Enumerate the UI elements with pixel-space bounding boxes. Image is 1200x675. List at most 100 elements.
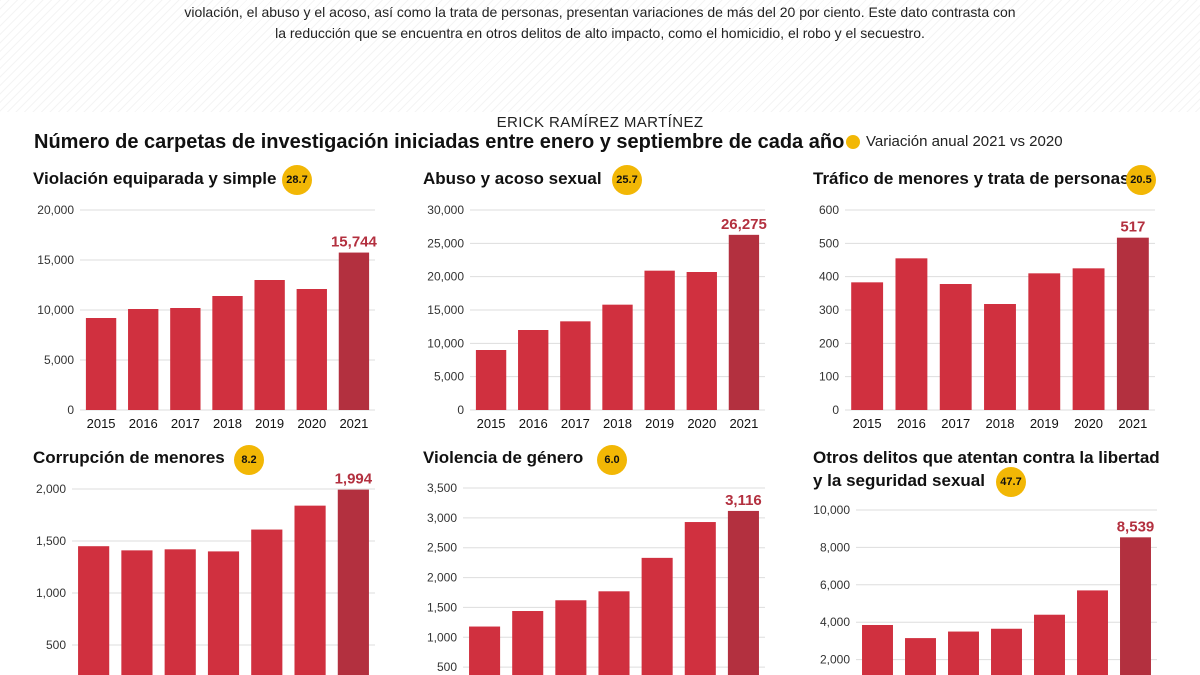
- bar-violacion-2015: [85, 318, 117, 410]
- bar-abuso-2016: [518, 330, 549, 410]
- x-tick-label-abuso: 2019: [645, 416, 674, 431]
- y-tick-label-violacion: 10,000: [37, 303, 74, 317]
- y-tick-label-abuso: 15,000: [427, 303, 464, 317]
- variation-badge-violencia: 6.0: [597, 445, 627, 475]
- chart-title-violacion: Violación equiparada y simple: [33, 169, 277, 188]
- bar-corrupcion-2021: [337, 489, 369, 675]
- bar-violacion-2021: [338, 252, 370, 410]
- y-tick-label-otros: 4,000: [820, 615, 850, 629]
- bar-abuso-2021: [728, 234, 760, 410]
- bar-violencia-2020: [684, 522, 716, 675]
- bar-trafico-2017: [939, 284, 972, 410]
- bar-otros-2020: [1077, 590, 1108, 675]
- y-tick-label-abuso: 30,000: [427, 203, 464, 217]
- x-tick-label-abuso: 2021: [729, 416, 758, 431]
- y-tick-label-violencia: 1,000: [427, 630, 457, 644]
- y-tick-label-corrupcion: 2,000: [36, 482, 66, 496]
- legend-dot-icon: [846, 134, 860, 149]
- x-tick-label-trafico: 2019: [1030, 416, 1059, 431]
- y-tick-label-violacion: 5,000: [44, 353, 74, 367]
- bar-corrupcion-2017: [164, 549, 196, 675]
- y-tick-label-violencia: 3,500: [427, 481, 457, 495]
- y-tick-label-violacion: 0: [67, 403, 74, 417]
- x-tick-label-abuso: 2016: [519, 416, 548, 431]
- x-tick-label-violacion: 2021: [339, 416, 368, 431]
- bar-trafico-2016: [895, 258, 928, 410]
- x-tick-label-trafico: 2020: [1074, 416, 1103, 431]
- x-tick-label-violacion: 2019: [255, 416, 284, 431]
- y-tick-label-trafico: 100: [819, 370, 839, 384]
- y-tick-label-otros: 2,000: [820, 653, 850, 667]
- x-tick-label-trafico: 2015: [853, 416, 882, 431]
- x-tick-label-trafico: 2018: [986, 416, 1015, 431]
- y-tick-label-trafico: 200: [819, 336, 839, 350]
- variation-badge-abuso: 25.7: [612, 165, 642, 195]
- bar-otros-2021: [1120, 537, 1151, 675]
- bar-violacion-2018: [212, 296, 243, 410]
- bar-violencia-2017: [555, 600, 587, 675]
- bar-abuso-2020: [686, 272, 717, 410]
- variation-badge-corrupcion: 8.2: [234, 445, 264, 475]
- data-label-trafico: 517: [1120, 219, 1145, 236]
- x-tick-label-trafico: 2017: [941, 416, 970, 431]
- legend-label: Variación anual 2021 vs 2020: [866, 133, 1063, 150]
- y-tick-label-abuso: 20,000: [427, 270, 464, 284]
- bar-corrupcion-2020: [294, 505, 326, 675]
- legend: Variación anual 2021 vs 2020: [846, 133, 1063, 150]
- variation-badge-otros: 47.7: [996, 467, 1026, 497]
- bar-corrupcion-2019: [251, 529, 283, 675]
- data-label-corrupcion: 1,994: [335, 471, 373, 488]
- x-tick-label-violacion: 2015: [87, 416, 116, 431]
- bar-violacion-2017: [170, 308, 201, 410]
- bar-violencia-2019: [641, 557, 673, 675]
- x-tick-label-violacion: 2016: [129, 416, 158, 431]
- chart-title-otros-line-1: Otros delitos que atentan contra la libe…: [813, 448, 1160, 467]
- bar-abuso-2019: [644, 270, 675, 410]
- y-tick-label-violencia: 1,500: [427, 600, 457, 614]
- chart-title-otros-line-2: y la seguridad sexual: [813, 471, 985, 490]
- bar-otros-2019: [1034, 614, 1065, 675]
- data-label-violencia: 3,116: [725, 492, 762, 509]
- bar-violacion-2020: [296, 289, 327, 410]
- bar-trafico-2019: [1028, 273, 1061, 410]
- y-tick-label-corrupcion: 1,000: [36, 586, 66, 600]
- bar-abuso-2015: [475, 350, 507, 410]
- bar-otros-2018: [991, 628, 1022, 675]
- bar-corrupcion-2015: [78, 546, 110, 675]
- intro-banner: violación, el abuso y el acoso, así como…: [0, 0, 1200, 112]
- y-tick-label-abuso: 5,000: [434, 370, 464, 384]
- bar-violencia-2018: [598, 591, 630, 675]
- chart-title-corrupcion: Corrupción de menores: [33, 448, 225, 467]
- bar-otros-2016: [905, 638, 936, 675]
- y-tick-label-violacion: 20,000: [37, 203, 74, 217]
- y-tick-label-abuso: 0: [457, 403, 464, 417]
- data-label-violacion: 15,744: [331, 234, 378, 251]
- x-tick-label-violacion: 2020: [297, 416, 326, 431]
- x-tick-label-abuso: 2020: [687, 416, 716, 431]
- y-tick-label-corrupcion: 1,500: [36, 534, 66, 548]
- y-tick-label-otros: 8,000: [820, 540, 850, 554]
- data-label-otros: 8,539: [1117, 518, 1155, 535]
- y-tick-label-violencia: 3,000: [427, 511, 457, 525]
- bar-corrupcion-2016: [121, 550, 153, 675]
- x-tick-label-abuso: 2018: [603, 416, 632, 431]
- bar-trafico-2015: [851, 282, 884, 410]
- y-tick-label-violacion: 15,000: [37, 253, 74, 267]
- y-tick-label-otros: 10,000: [813, 503, 850, 517]
- y-tick-label-corrupcion: 500: [46, 638, 66, 652]
- chart-title-abuso: Abuso y acoso sexual: [423, 169, 602, 188]
- data-label-abuso: 26,275: [721, 216, 767, 233]
- bar-otros-2015: [862, 625, 893, 675]
- x-tick-label-abuso: 2015: [477, 416, 506, 431]
- bar-trafico-2021: [1116, 237, 1149, 410]
- y-tick-label-abuso: 10,000: [427, 336, 464, 350]
- bar-corrupcion-2018: [207, 551, 240, 675]
- bar-otros-2017: [948, 631, 979, 675]
- y-tick-label-violencia: 500: [437, 660, 457, 674]
- intro-text-line-1: violación, el abuso y el acoso, así como…: [184, 4, 1016, 20]
- y-tick-label-otros: 6,000: [820, 578, 850, 592]
- bar-violencia-2015: [469, 626, 501, 675]
- bar-trafico-2020: [1072, 268, 1105, 410]
- bar-violacion-2016: [128, 309, 159, 410]
